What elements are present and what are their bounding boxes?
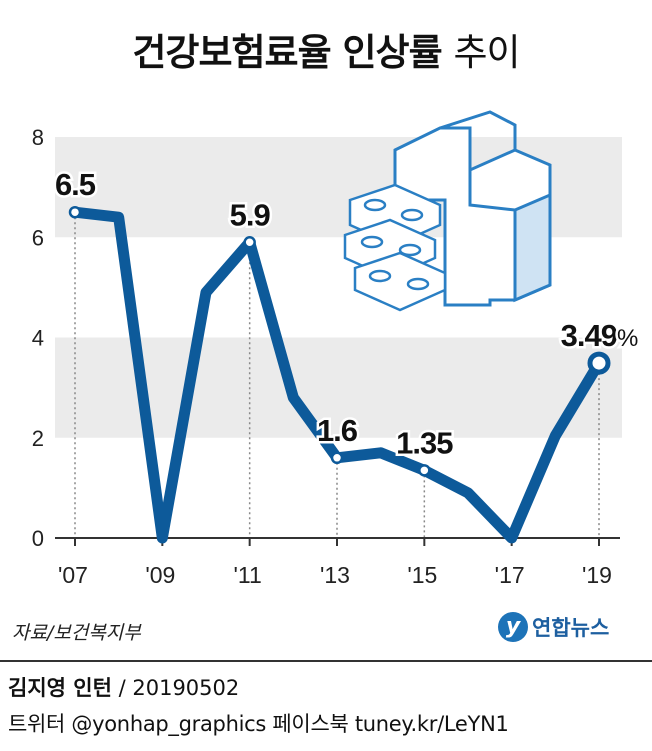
data-label: 5.9 [230,197,271,232]
title-suffix: 추이 [453,31,521,74]
credit-line: 김지영 인턴 / 20190502 [8,672,239,702]
data-point [68,205,82,219]
x-tick-label: '09 [145,562,175,588]
author: 김지영 인턴 [8,676,112,700]
y-tick-label: 0 [32,526,44,551]
footer-divider [0,660,652,662]
chart-title: 건강보험료율 인상률 추이 [0,22,652,76]
yonhap-logo: y 연합뉴스 [498,612,609,642]
logo-text: 연합뉴스 [532,616,610,640]
x-tick-label: '19 [582,562,612,588]
title-main: 건강보험료율 인상률 [132,31,442,74]
data-point [330,451,344,465]
x-tick-label: '11 [234,562,262,588]
social-links: 트위터 @yonhap_graphics 페이스북 tuney.kr/LeYN1 [8,712,509,736]
logo-mark: y [498,612,528,642]
date: / 20190502 [118,676,240,700]
x-tick-label: '17 [495,562,525,588]
unit-label: % [617,325,638,352]
source-note: 자료/보건복지부 [12,622,141,644]
y-tick-label: 2 [32,426,44,451]
data-point [243,236,256,249]
data-label: 6.5 [55,167,96,202]
y-tick-label: 8 [32,125,44,150]
line-chart: 0 2 4 6 8 '07 '09 '11 '13 '15 '17 '19 6.5 5.9 1.6 1.3… [31,110,639,588]
x-tick-label: '15 [407,562,437,588]
data-label: 1.6 [317,413,358,448]
health-insurance-illustration [343,110,552,312]
y-tick-label: 4 [32,326,44,351]
x-tick-label: '07 [58,562,88,588]
y-tick-label: 6 [32,225,44,250]
data-label: 3.49% [561,318,638,353]
x-tick-label: '13 [320,562,350,588]
data-point [587,351,611,375]
data-label: 1.35 [396,425,453,460]
data-point [418,464,431,477]
